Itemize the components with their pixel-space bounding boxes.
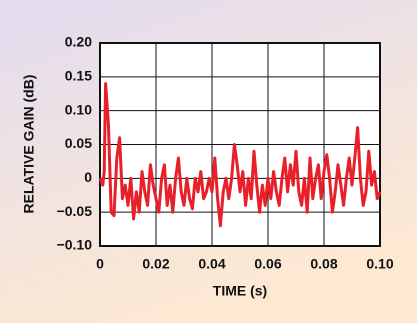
x-axis-label: TIME (s) (213, 283, 267, 299)
x-tick-label: 0.10 (366, 256, 393, 272)
y-tick-label: 0.15 (65, 68, 92, 84)
y-tick-label: 0.05 (65, 135, 92, 151)
y-tick-label: −0.10 (57, 237, 93, 253)
plot-frame (99, 42, 381, 247)
x-tick-label: 0.02 (142, 256, 169, 272)
data-line (98, 82, 382, 228)
y-tick-label: 0 (84, 169, 92, 185)
x-tick-label: 0.04 (198, 256, 225, 272)
x-tick-label: 0.06 (254, 256, 281, 272)
x-tick-label: 0.08 (310, 256, 337, 272)
x-tick-label: 0 (96, 256, 104, 272)
y-tick-label: 0.10 (65, 101, 92, 117)
y-tick-label: 0.20 (65, 34, 92, 50)
y-tick-label: −0.05 (57, 203, 93, 219)
y-axis-label: RELATIVE GAIN (dB) (21, 75, 37, 214)
